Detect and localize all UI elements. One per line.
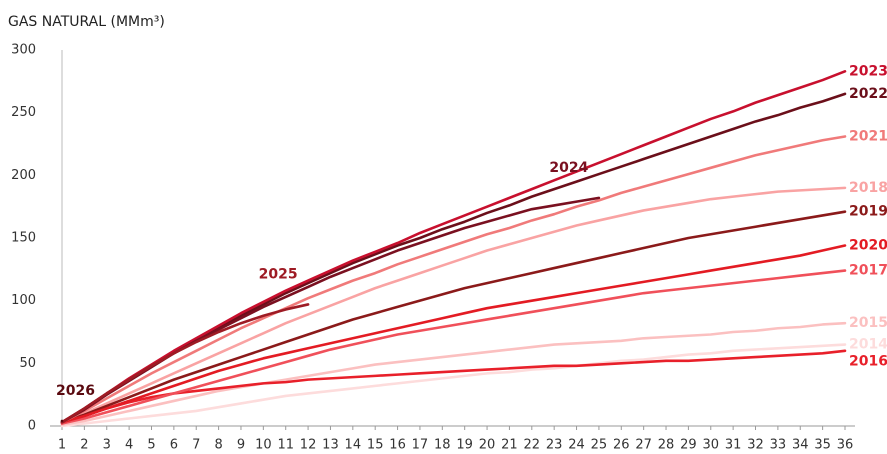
x-tick-label: 31	[725, 438, 742, 453]
x-tick-label: 29	[680, 438, 697, 453]
x-tick-label: 28	[658, 438, 675, 453]
y-tick-label: 200	[11, 168, 36, 183]
x-tick-label: 9	[237, 438, 245, 453]
series-line	[60, 210, 847, 424]
x-tick-label: 24	[568, 438, 585, 453]
x-tick-label: 6	[170, 438, 178, 453]
x-tick-label: 17	[412, 438, 429, 453]
chart-title: GAS NATURAL (MMm³)	[8, 14, 165, 30]
x-tick-label: 21	[501, 438, 518, 453]
series-label: 2017	[849, 263, 887, 279]
x-tick-label: 18	[434, 438, 451, 453]
x-tick-label: 16	[389, 438, 406, 453]
x-tick-label: 22	[524, 438, 541, 453]
x-tick-label: 11	[277, 438, 294, 453]
x-tick-label: 32	[747, 438, 764, 453]
y-tick-label: 50	[19, 356, 36, 371]
x-tick-label: 26	[613, 438, 630, 453]
series-line	[60, 303, 310, 424]
series-label: 2014	[849, 337, 887, 353]
x-tick-label: 27	[635, 438, 652, 453]
x-tick-label: 23	[546, 438, 563, 453]
series-label: 2018	[849, 180, 887, 196]
series-line	[60, 244, 847, 424]
x-tick-label: 10	[255, 438, 272, 453]
x-tick-label: 7	[192, 438, 200, 453]
x-tick-label: 5	[147, 438, 155, 453]
x-tick-label: 19	[456, 438, 473, 453]
y-tick-label: 0	[28, 419, 36, 434]
y-tick-label: 150	[11, 231, 36, 246]
series-label: 2023	[849, 63, 887, 79]
series-line	[60, 70, 847, 424]
series-label: 2021	[849, 128, 887, 144]
x-tick-label: 2	[80, 438, 88, 453]
series-line	[60, 269, 847, 425]
y-tick-label: 100	[11, 293, 36, 308]
x-tick-label: 25	[591, 438, 608, 453]
series-line	[60, 186, 847, 424]
series-label: 2025	[259, 266, 298, 282]
series-line	[60, 92, 847, 424]
x-tick-label: 12	[300, 438, 317, 453]
series-line	[60, 321, 847, 427]
series-line	[60, 349, 847, 425]
series-label: 2019	[849, 204, 887, 220]
x-tick-label: 15	[367, 438, 384, 453]
series-label: 2015	[849, 315, 887, 331]
y-tick-label: 300	[11, 43, 36, 58]
series-label: 2026	[56, 383, 95, 399]
x-tick-label: 20	[479, 438, 496, 453]
x-tick-label: 3	[103, 438, 111, 453]
x-tick-label: 35	[814, 438, 831, 453]
y-tick-label: 250	[11, 105, 36, 120]
x-tick-label: 34	[792, 438, 809, 453]
series-line	[60, 135, 847, 424]
series-label: 2022	[849, 86, 887, 102]
series-label: 2020	[849, 238, 887, 254]
x-tick-label: 8	[214, 438, 222, 453]
series-label: 2024	[549, 160, 588, 176]
x-tick-label: 33	[770, 438, 787, 453]
x-tick-label: 4	[125, 438, 133, 453]
x-tick-label: 30	[702, 438, 719, 453]
x-tick-label: 1	[58, 438, 66, 453]
series-line	[60, 343, 847, 428]
x-tick-label: 36	[837, 438, 854, 453]
series-label: 2016	[849, 354, 887, 370]
x-tick-label: 14	[345, 438, 362, 453]
x-tick-label: 13	[322, 438, 339, 453]
